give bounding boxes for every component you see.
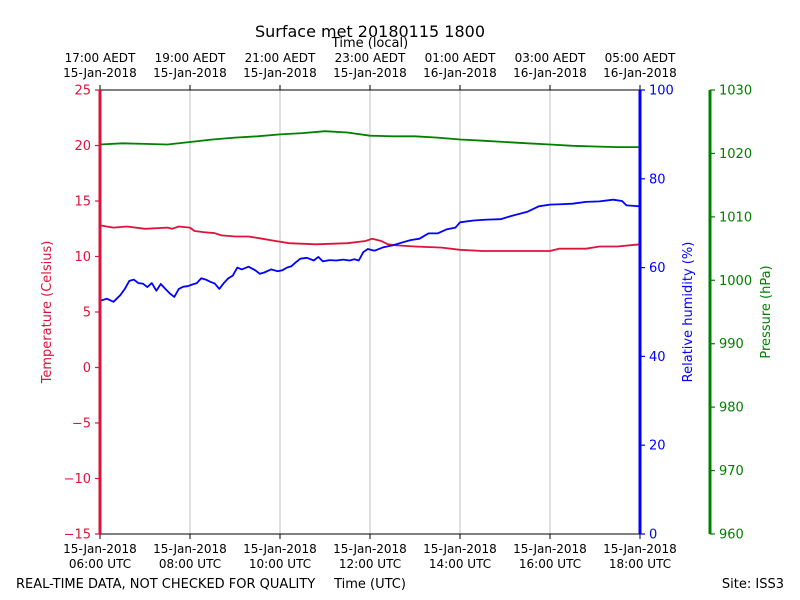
- pressure-series-line: [99, 130, 640, 148]
- humidity-axis-label: Relative humidity (%): [681, 242, 696, 383]
- local-tick-label: 16-Jan-2018: [603, 66, 677, 80]
- utc-tick-label: 15-Jan-2018: [243, 542, 317, 556]
- pressure-tick-label: 970: [719, 464, 744, 479]
- pressure-tick-label: 1030: [719, 84, 752, 99]
- temperature-tick-label: 5: [83, 306, 91, 321]
- humidity-tick-label: 20: [649, 439, 666, 454]
- temperature-tick-label: −15: [64, 528, 91, 543]
- local-tick-label: 19:00 AEDT: [155, 51, 226, 65]
- pressure-tick-label: 1020: [719, 147, 752, 162]
- temperature-tick-label: 15: [74, 195, 91, 210]
- utc-tick-label: 06:00 UTC: [69, 557, 131, 571]
- pressure-tick-label: 1000: [719, 274, 752, 289]
- x-axis-label: Time (UTC): [333, 577, 406, 592]
- utc-tick-label: 16:00 UTC: [519, 557, 581, 571]
- local-tick-label: 01:00 AEDT: [425, 51, 496, 65]
- temperature-tick-label: −10: [64, 472, 91, 487]
- humidity-tick-label: 60: [649, 261, 666, 276]
- pressure-tick-label: 990: [719, 337, 744, 352]
- temperature-tick-label: 10: [74, 250, 91, 265]
- humidity-series-line: [99, 198, 641, 303]
- utc-tick-label: 15-Jan-2018: [603, 542, 677, 556]
- humidity-tick-label: 0: [649, 528, 657, 543]
- local-tick-label: 15-Jan-2018: [63, 66, 137, 80]
- local-tick-label: 23:00 AEDT: [335, 51, 406, 65]
- local-tick-label: 17:00 AEDT: [65, 51, 136, 65]
- pressure-tick-label: 960: [719, 528, 744, 543]
- utc-tick-label: 15-Jan-2018: [63, 542, 137, 556]
- temperature-tick-label: −5: [72, 417, 91, 432]
- site-label: Site: ISS3: [722, 577, 784, 592]
- humidity-tick-label: 40: [649, 350, 666, 365]
- humidity-tick-label: 80: [649, 172, 666, 187]
- local-tick-label: 03:00 AEDT: [515, 51, 586, 65]
- local-tick-label: 15-Jan-2018: [333, 66, 407, 80]
- pressure-tick-label: 980: [719, 401, 744, 416]
- temperature-tick-label: 20: [74, 139, 91, 154]
- temperature-tick-label: 0: [83, 361, 91, 376]
- quality-disclaimer: REAL-TIME DATA, NOT CHECKED FOR QUALITY: [16, 577, 315, 592]
- temperature-axis-label: Temperature (Celsius): [40, 241, 55, 385]
- local-tick-label: 16-Jan-2018: [513, 66, 587, 80]
- temperature-tick-label: 25: [74, 84, 91, 99]
- utc-tick-label: 10:00 UTC: [249, 557, 311, 571]
- local-tick-label: 16-Jan-2018: [423, 66, 497, 80]
- temperature-series-line: [99, 224, 641, 252]
- local-tick-label: 15-Jan-2018: [153, 66, 227, 80]
- humidity-tick-label: 100: [649, 84, 674, 99]
- local-tick-label: 15-Jan-2018: [243, 66, 317, 80]
- utc-tick-label: 15-Jan-2018: [423, 542, 497, 556]
- top-axis-label: Time (local): [331, 36, 408, 51]
- vertical-grid: [189, 90, 551, 534]
- utc-tick-label: 15-Jan-2018: [513, 542, 587, 556]
- local-tick-label: 21:00 AEDT: [245, 51, 316, 65]
- series-lines: [99, 130, 641, 303]
- utc-tick-label: 08:00 UTC: [159, 557, 221, 571]
- chart-title: Surface met 20180115 1800: [255, 22, 485, 41]
- y-ticks: 25 20 15 10 5 0 −5 −10 −15 100 80 60 40 20 0 1030 1020 10…: [64, 84, 753, 543]
- utc-tick-label: 12:00 UTC: [339, 557, 401, 571]
- pressure-axis-label: Pressure (hPa): [759, 265, 774, 358]
- utc-tick-label: 14:00 UTC: [429, 557, 491, 571]
- utc-tick-label: 18:00 UTC: [609, 557, 671, 571]
- utc-tick-label: 15-Jan-2018: [333, 542, 407, 556]
- pressure-tick-label: 1010: [719, 210, 752, 225]
- local-tick-label: 05:00 AEDT: [605, 51, 676, 65]
- utc-tick-label: 15-Jan-2018: [153, 542, 227, 556]
